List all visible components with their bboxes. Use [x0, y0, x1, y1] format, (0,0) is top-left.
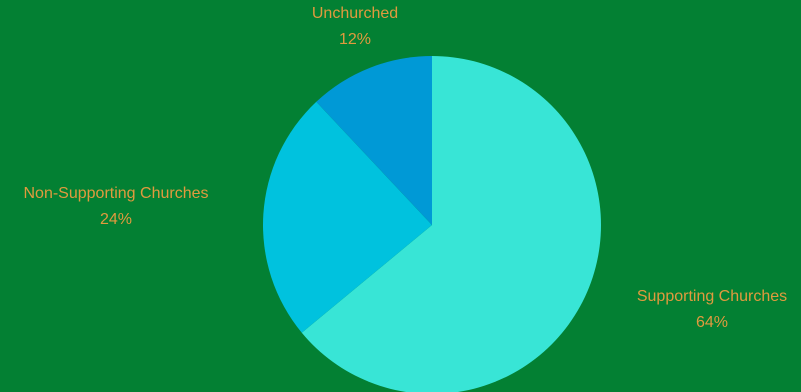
- pie-slice-non-supporting-churches: [263, 101, 432, 333]
- pie-labels: Supporting Churches 64% Non-Supporting Chu…: [24, 5, 788, 331]
- slice-label-name: Supporting Churches: [637, 288, 787, 305]
- slice-label-percent: 12%: [339, 31, 371, 48]
- slice-label: Unchurched 12%: [312, 5, 398, 48]
- slice-label: Non-Supporting Churches 24%: [24, 185, 209, 228]
- slice-label-name: Unchurched: [312, 5, 398, 22]
- pie-slice-unchurched: [316, 56, 432, 225]
- pie-slices: [263, 56, 601, 392]
- slice-label: Supporting Churches 64%: [637, 288, 787, 331]
- pie-slice-supporting-churches: [301, 56, 601, 392]
- slice-label-name: Non-Supporting Churches: [24, 185, 209, 202]
- slice-label-percent: 24%: [100, 211, 132, 228]
- slice-label-percent: 64%: [696, 314, 728, 331]
